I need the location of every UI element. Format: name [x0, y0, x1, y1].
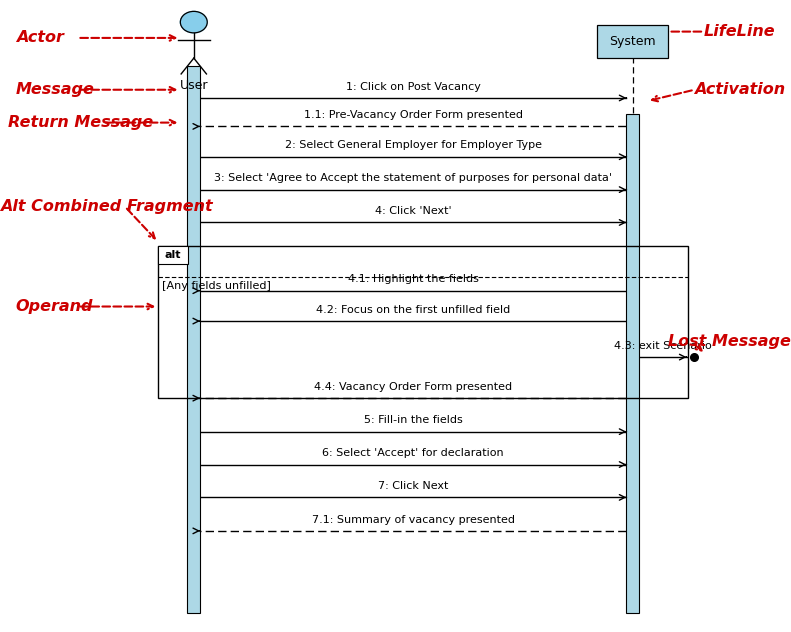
FancyBboxPatch shape [158, 246, 188, 264]
FancyBboxPatch shape [187, 66, 200, 613]
Text: 4: Click 'Next': 4: Click 'Next' [375, 206, 452, 216]
Text: User: User [180, 79, 208, 92]
Text: 3: Select 'Agree to Accept the statement of purposes for personal data': 3: Select 'Agree to Accept the statement… [214, 173, 612, 183]
Circle shape [180, 11, 207, 33]
Text: Operand: Operand [16, 299, 93, 314]
Text: 4.1: Highlight the fields: 4.1: Highlight the fields [348, 274, 479, 284]
Text: LifeLine: LifeLine [704, 24, 776, 39]
Text: System: System [610, 35, 656, 48]
Text: 1.1: Pre-Vacancy Order Form presented: 1.1: Pre-Vacancy Order Form presented [304, 110, 523, 120]
Text: Message: Message [16, 82, 95, 97]
Text: Actor: Actor [16, 30, 64, 46]
Text: 6: Select 'Accept' for declaration: 6: Select 'Accept' for declaration [323, 448, 504, 458]
Text: 4.2: Focus on the first unfilled field: 4.2: Focus on the first unfilled field [316, 305, 510, 315]
Text: [Any fields unfilled]: [Any fields unfilled] [162, 281, 271, 291]
Text: 7.1: Summary of vacancy presented: 7.1: Summary of vacancy presented [312, 514, 515, 525]
Text: Return Message: Return Message [8, 115, 153, 130]
Text: 7: Click Next: 7: Click Next [378, 481, 448, 491]
Text: 5: Fill-in the fields: 5: Fill-in the fields [364, 415, 463, 425]
Text: 4.4: Vacancy Order Form presented: 4.4: Vacancy Order Form presented [314, 382, 513, 392]
FancyBboxPatch shape [626, 114, 639, 613]
Text: Activation: Activation [694, 82, 785, 97]
Text: 4.3: exit Scenario: 4.3: exit Scenario [614, 341, 712, 351]
FancyBboxPatch shape [597, 25, 668, 58]
Text: Lost Message: Lost Message [668, 334, 791, 349]
Text: 1: Click on Post Vacancy: 1: Click on Post Vacancy [346, 82, 481, 92]
Text: alt: alt [165, 250, 181, 260]
Text: 2: Select General Employer for Employer Type: 2: Select General Employer for Employer … [285, 140, 542, 150]
Text: Alt Combined Fragment: Alt Combined Fragment [0, 199, 213, 214]
